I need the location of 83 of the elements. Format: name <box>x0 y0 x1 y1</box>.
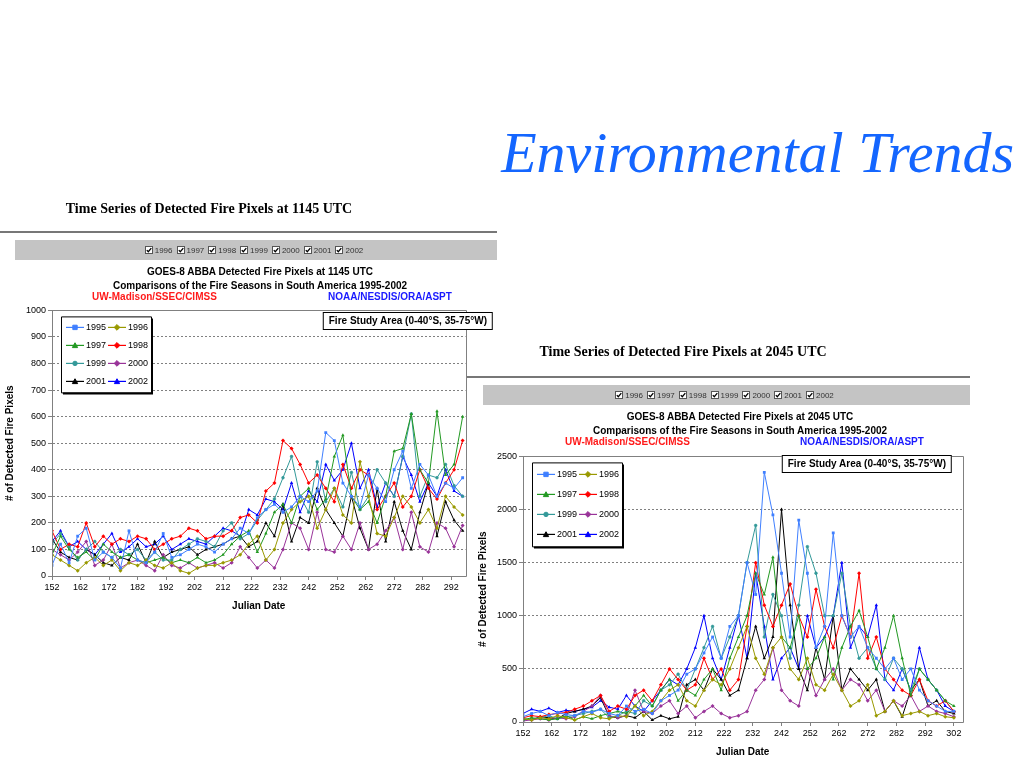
x-tick-label: 292 <box>917 727 933 738</box>
text: Comparisons of the Fire Seasons in South America 1995-2002 <box>112 280 408 292</box>
legend-label: 2000 <box>128 357 149 368</box>
legend-label: 1999 <box>86 357 107 368</box>
x-axis-title: Julian Date <box>716 745 770 757</box>
y-axis-title: # of Detected Fire Pixels <box>476 530 488 647</box>
chart-subtitle: GOES-8 ABBA Detected Fire Pixels at 2045 UTC <box>626 411 854 423</box>
y-tick-label: 200 <box>30 517 46 528</box>
toolbar: 1996 1997 1998 1999 2000 2001 2002 <box>483 385 970 405</box>
text: NOAA/NESDIS/ORA/ASPT <box>800 436 924 448</box>
x-tick-label: 152 <box>44 581 60 592</box>
y-tick-label: 900 <box>30 331 46 342</box>
x-tick-label: 202 <box>659 727 675 738</box>
y-tick-label: 100 <box>30 543 46 554</box>
chart-title: Time Series of Detected Fire Pixels at 1145 UTC <box>65 201 353 217</box>
legend-label: 1998 <box>599 488 620 499</box>
x-tick-label: 272 <box>860 727 876 738</box>
y-tick-label: 500 <box>501 663 517 674</box>
legend-label: 2002 <box>599 528 620 539</box>
x-tick-label: 192 <box>630 727 646 738</box>
y-tick-label: 1500 <box>496 557 517 568</box>
x-tick-label: 262 <box>831 727 847 738</box>
legend-label: 2002 <box>128 375 149 386</box>
x-tick-label: 182 <box>130 581 146 592</box>
y-tick-label: 1000 <box>496 610 517 621</box>
y-tick-label: 700 <box>30 384 46 395</box>
x-tick-label: 162 <box>73 581 89 592</box>
x-tick-label: 302 <box>946 727 962 738</box>
x-tick-label: 202 <box>187 581 203 592</box>
legend-label: 1996 <box>599 468 620 479</box>
x-tick-label: 212 <box>687 727 703 738</box>
annotation: Fire Study Area (0-40°S, 35-75°W) <box>787 458 946 470</box>
toolbar: 1996 1997 1998 1999 2000 2001 2002 <box>15 240 497 260</box>
x-tick-label: 252 <box>802 727 818 738</box>
y-tick-label: 400 <box>30 464 46 475</box>
x-tick-label: 262 <box>358 581 374 592</box>
text: NOAA/NESDIS/ORA/ASPT <box>328 291 452 303</box>
y-tick-label: 2500 <box>496 450 517 461</box>
x-axis-title: Julian Date <box>232 599 286 611</box>
y-tick-label: 0 <box>511 716 517 727</box>
y-tick-label: 300 <box>30 490 46 501</box>
x-tick-label: 232 <box>745 727 761 738</box>
y-tick-label: 600 <box>30 411 46 422</box>
y-tick-label: 500 <box>30 437 46 448</box>
x-tick-label: 222 <box>716 727 732 738</box>
x-tick-label: 232 <box>272 581 288 592</box>
chart-title: Time Series of Detected Fire Pixels at 2045 UTC <box>539 344 827 360</box>
text: Environmental Trends <box>501 119 1014 187</box>
legend-label: 2001 <box>557 528 578 539</box>
y-tick-label: 800 <box>30 358 46 368</box>
x-tick-label: 212 <box>215 581 231 592</box>
x-tick-label: 282 <box>415 581 431 592</box>
x-tick-label: 172 <box>101 581 117 592</box>
legend-label: 1995 <box>86 321 107 332</box>
x-tick-label: 292 <box>443 581 459 592</box>
x-tick-label: 152 <box>515 727 531 738</box>
text: UW-Madison/SSEC/CIMSS <box>92 291 217 303</box>
chart-subtitle: GOES-8 ABBA Detected Fire Pixels at 1145 UTC <box>146 266 374 278</box>
x-tick-label: 222 <box>244 581 260 592</box>
legend-label: 1997 <box>557 488 578 499</box>
y-tick-label: 0 <box>40 570 46 581</box>
legend-label: 1997 <box>86 339 107 350</box>
text: Comparisons of the Fire Seasons in South America 1995-2002 <box>592 425 888 437</box>
x-tick-label: 162 <box>544 727 560 738</box>
x-tick-label: 282 <box>888 727 904 738</box>
y-tick-label: 2000 <box>496 504 517 514</box>
x-tick-label: 242 <box>774 727 790 738</box>
y-axis-title: # of Detected Fire Pixels <box>3 384 15 501</box>
legend-label: 1995 <box>557 468 578 479</box>
legend-label: 2001 <box>86 375 107 386</box>
legend-label: 1998 <box>128 339 149 350</box>
x-tick-label: 192 <box>158 581 174 592</box>
y-tick-label: 1000 <box>25 304 46 315</box>
x-tick-label: 272 <box>386 581 402 592</box>
text: UW-Madison/SSEC/CIMSS <box>565 436 690 448</box>
x-tick-label: 242 <box>301 581 317 592</box>
legend-label: 1999 <box>557 508 578 519</box>
legend-label: 2000 <box>599 508 620 519</box>
x-tick-label: 182 <box>601 727 617 738</box>
legend-label: 1996 <box>128 321 149 332</box>
x-tick-label: 172 <box>572 727 588 738</box>
x-tick-label: 252 <box>329 581 345 592</box>
annotation: Fire Study Area (0-40°S, 35-75°W) <box>328 315 487 327</box>
